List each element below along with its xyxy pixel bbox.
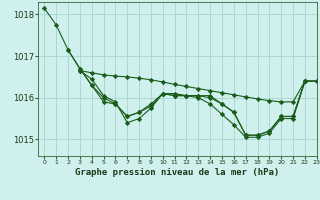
X-axis label: Graphe pression niveau de la mer (hPa): Graphe pression niveau de la mer (hPa) — [76, 168, 280, 177]
